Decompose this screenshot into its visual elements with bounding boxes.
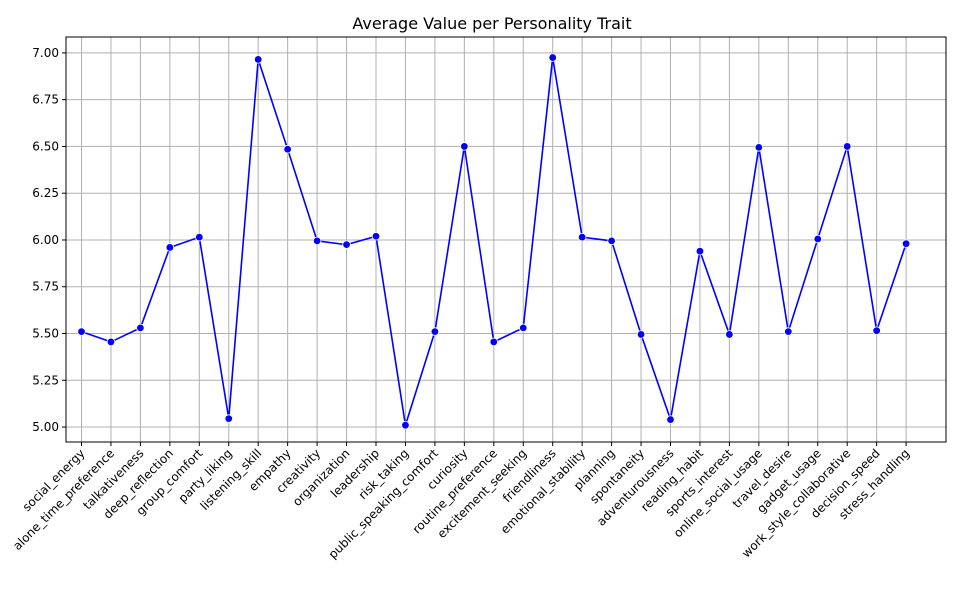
x-axis-ticks: social_energyalone_time_preferencetalkat… xyxy=(10,442,912,562)
data-point xyxy=(548,53,557,62)
data-point xyxy=(195,232,204,242)
data-point xyxy=(371,232,381,241)
y-axis-ticks: 5.00 5.25 5.50 5.75 6.00 6.25 6.50 6.75 7.00 xyxy=(32,46,66,434)
y-tick-label: 6.75 xyxy=(32,93,59,107)
data-point xyxy=(725,330,734,339)
data-point xyxy=(136,323,145,333)
data-point xyxy=(460,142,469,151)
data-point xyxy=(489,337,498,347)
data-point xyxy=(843,142,852,151)
data-point xyxy=(224,414,233,423)
chart-title: Average Value per Personality Trait xyxy=(352,14,631,33)
data-point xyxy=(430,327,440,336)
data-point xyxy=(636,330,646,339)
data-point xyxy=(165,243,175,252)
data-point xyxy=(283,145,292,154)
data-point xyxy=(813,234,822,244)
data-point xyxy=(312,236,322,246)
y-tick-label: 7.00 xyxy=(32,46,59,60)
data-point xyxy=(901,239,911,248)
y-tick-label: 5.75 xyxy=(32,280,59,294)
data-point xyxy=(695,246,705,256)
y-tick-label: 5.50 xyxy=(32,327,59,341)
data-point xyxy=(254,55,263,64)
data-point xyxy=(607,236,616,246)
y-tick-label: 5.25 xyxy=(32,373,59,387)
data-point xyxy=(401,420,410,430)
data-point xyxy=(577,232,587,242)
data-markers xyxy=(77,53,911,430)
data-point xyxy=(872,326,881,335)
y-tick-label: 6.50 xyxy=(32,139,59,153)
y-tick-label: 6.25 xyxy=(32,186,59,200)
y-tick-label: 5.00 xyxy=(32,420,59,434)
y-tick-label: 6.00 xyxy=(32,233,59,247)
data-point xyxy=(666,415,675,424)
data-point xyxy=(106,337,116,347)
data-point xyxy=(784,327,793,336)
data-point xyxy=(519,323,528,333)
data-point xyxy=(342,240,351,249)
data-point xyxy=(77,327,86,336)
data-point xyxy=(754,143,764,152)
